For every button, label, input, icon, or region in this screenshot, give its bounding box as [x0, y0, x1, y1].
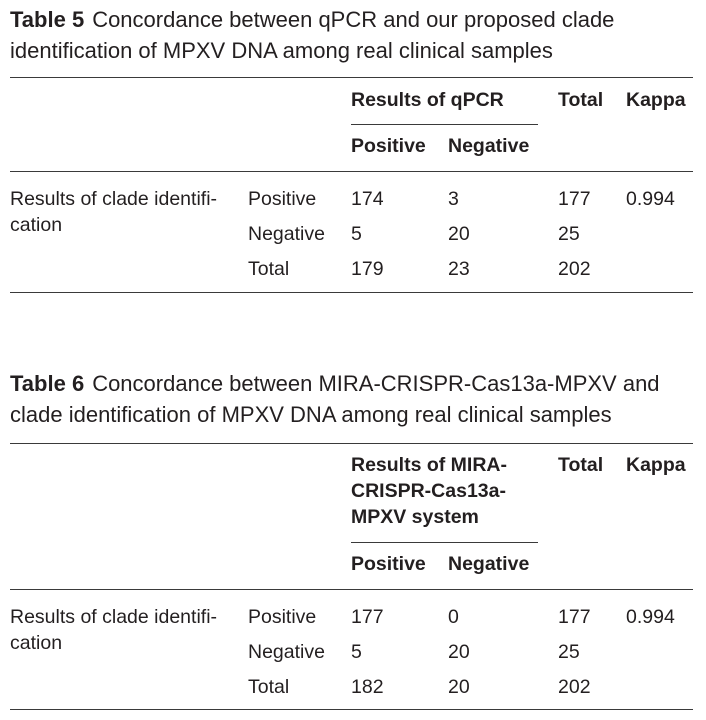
- table-5: Table 5 Concordance between qPCR and our …: [10, 0, 693, 300]
- cell-total: 202: [558, 258, 591, 280]
- row-label: Positive: [248, 606, 317, 628]
- table-6: Table 6 Concordance between MIRA-CRISPR-C…: [10, 366, 693, 716]
- cell-negative: 3: [448, 188, 459, 210]
- top-rule: [10, 77, 693, 78]
- table-label: Table 5: [10, 7, 85, 32]
- cell-negative: 20: [448, 641, 470, 663]
- top-rule: [10, 443, 693, 444]
- row-label: Total: [248, 258, 290, 280]
- header-rule: [10, 589, 693, 590]
- row-group-label-line1: Results of clade identifi-: [10, 606, 218, 628]
- cell-total: 25: [558, 223, 580, 245]
- group-underline: [351, 542, 538, 543]
- cell-positive: 179: [351, 258, 384, 280]
- total-header: Total: [558, 454, 604, 476]
- cell-total: 25: [558, 641, 580, 663]
- cell-total: 177: [558, 188, 591, 210]
- cell-negative: 0: [448, 606, 459, 628]
- cell-kappa: 0.994: [626, 188, 675, 210]
- cell-positive: 5: [351, 223, 362, 245]
- table-caption: Table 6 Concordance between MIRA-CRISPR-C…: [10, 368, 693, 430]
- caption-text: Concordance between MIRA-CRISPR-Cas13a-M…: [10, 371, 660, 427]
- table-label: Table 6: [10, 371, 85, 396]
- row-label: Positive: [248, 188, 317, 210]
- negative-header: Negative: [448, 135, 530, 157]
- row-label: Negative: [248, 641, 325, 663]
- cell-negative: 23: [448, 258, 470, 280]
- group-header: Results of qPCR: [351, 89, 504, 111]
- cell-positive: 5: [351, 641, 362, 663]
- row-label: Negative: [248, 223, 325, 245]
- row-group-label-line1: Results of clade identifi-: [10, 188, 218, 210]
- cell-total: 202: [558, 676, 591, 698]
- negative-header: Negative: [448, 553, 530, 575]
- row-label: Total: [248, 676, 290, 698]
- group-underline: [351, 124, 538, 125]
- group-header-line1: Results of MIRA-: [351, 454, 507, 476]
- caption-text: Concordance between qPCR and our propose…: [10, 7, 615, 63]
- cell-negative: 20: [448, 223, 470, 245]
- total-header: Total: [558, 89, 604, 111]
- cell-positive: 174: [351, 188, 384, 210]
- cell-positive: 177: [351, 606, 384, 628]
- table-caption: Table 5 Concordance between qPCR and our …: [10, 4, 693, 66]
- cell-negative: 20: [448, 676, 470, 698]
- bottom-rule: [10, 292, 693, 293]
- cell-positive: 182: [351, 676, 384, 698]
- group-header-line2: CRISPR-Cas13a-: [351, 480, 506, 502]
- kappa-header: Kappa: [626, 454, 686, 476]
- header-rule: [10, 171, 693, 172]
- kappa-header: Kappa: [626, 89, 686, 111]
- row-group-label-line2: cation: [10, 632, 63, 654]
- row-group-label-line2: cation: [10, 214, 63, 236]
- positive-header: Positive: [351, 553, 426, 575]
- group-header-line3: MPXV system: [351, 506, 479, 528]
- cell-kappa: 0.994: [626, 606, 675, 628]
- bottom-rule: [10, 709, 693, 710]
- cell-total: 177: [558, 606, 591, 628]
- positive-header: Positive: [351, 135, 426, 157]
